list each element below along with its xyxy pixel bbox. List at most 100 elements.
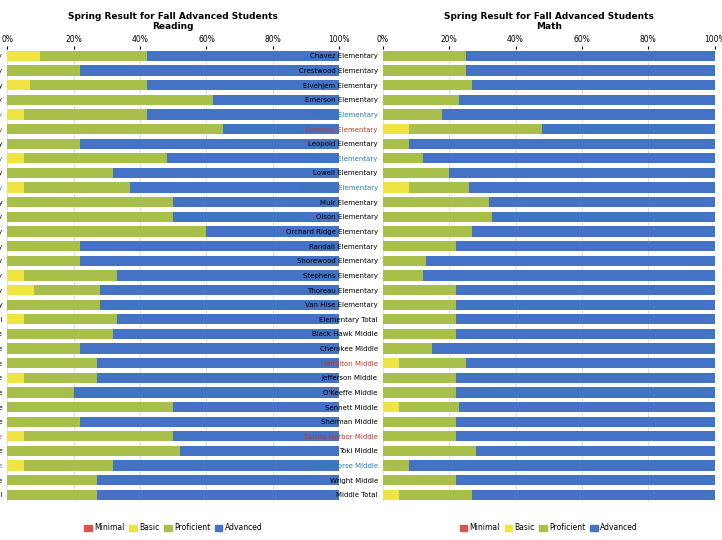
Bar bbox=[409, 124, 542, 134]
Bar bbox=[7, 94, 213, 105]
Bar bbox=[147, 51, 339, 61]
Bar bbox=[7, 314, 24, 325]
Bar bbox=[422, 271, 715, 280]
Bar bbox=[80, 416, 339, 427]
Bar bbox=[443, 109, 715, 119]
Bar bbox=[383, 387, 456, 397]
Bar bbox=[383, 109, 443, 119]
Bar bbox=[7, 197, 173, 207]
Bar bbox=[7, 416, 80, 427]
Bar bbox=[74, 387, 339, 397]
Bar bbox=[100, 300, 339, 310]
Bar bbox=[7, 168, 113, 178]
Bar bbox=[383, 314, 456, 325]
Bar bbox=[399, 490, 472, 500]
Bar bbox=[113, 461, 339, 471]
Bar bbox=[459, 94, 715, 105]
Bar bbox=[40, 51, 147, 61]
Bar bbox=[7, 65, 80, 76]
Bar bbox=[113, 329, 339, 339]
Bar bbox=[456, 285, 715, 295]
Bar bbox=[383, 94, 459, 105]
Bar bbox=[466, 51, 715, 61]
Bar bbox=[7, 300, 100, 310]
Bar bbox=[7, 212, 173, 222]
Bar bbox=[492, 212, 715, 222]
Bar bbox=[7, 226, 206, 237]
Bar bbox=[383, 124, 409, 134]
Bar bbox=[130, 183, 339, 193]
Bar bbox=[97, 490, 339, 500]
Bar bbox=[383, 168, 449, 178]
Bar bbox=[383, 241, 456, 251]
Bar bbox=[7, 241, 80, 251]
Bar bbox=[100, 285, 339, 295]
Bar bbox=[476, 446, 715, 456]
Bar bbox=[173, 197, 339, 207]
Bar bbox=[7, 153, 24, 164]
Bar bbox=[147, 109, 339, 119]
Bar bbox=[173, 402, 339, 412]
Bar bbox=[223, 124, 339, 134]
Bar bbox=[7, 431, 24, 442]
Bar bbox=[24, 109, 147, 119]
Bar bbox=[7, 358, 97, 368]
Bar bbox=[383, 153, 422, 164]
Bar bbox=[383, 343, 432, 354]
Bar bbox=[24, 461, 113, 471]
Bar bbox=[383, 446, 476, 456]
Bar bbox=[213, 94, 339, 105]
Title: Spring Result for Fall Advanced Students
Math: Spring Result for Fall Advanced Students… bbox=[444, 12, 653, 31]
Bar bbox=[383, 65, 466, 76]
Bar bbox=[7, 255, 80, 266]
Bar bbox=[456, 431, 715, 442]
Bar bbox=[7, 109, 24, 119]
Bar bbox=[472, 80, 715, 90]
Bar bbox=[24, 431, 173, 442]
Bar bbox=[456, 475, 715, 485]
Bar bbox=[456, 373, 715, 383]
Bar bbox=[80, 139, 339, 149]
Bar bbox=[7, 139, 80, 149]
Bar bbox=[7, 475, 97, 485]
Bar bbox=[7, 461, 24, 471]
Bar bbox=[97, 475, 339, 485]
Bar bbox=[459, 402, 715, 412]
Bar bbox=[24, 314, 117, 325]
Bar bbox=[383, 402, 399, 412]
Bar bbox=[399, 402, 459, 412]
Bar bbox=[7, 285, 34, 295]
Bar bbox=[383, 300, 456, 310]
Bar bbox=[7, 387, 74, 397]
Bar bbox=[80, 343, 339, 354]
Bar bbox=[167, 153, 339, 164]
Bar bbox=[489, 197, 715, 207]
Bar bbox=[472, 226, 715, 237]
Bar bbox=[449, 168, 715, 178]
Bar bbox=[173, 212, 339, 222]
Bar bbox=[456, 314, 715, 325]
Bar bbox=[7, 183, 24, 193]
Bar bbox=[383, 183, 409, 193]
Bar bbox=[383, 212, 492, 222]
Bar bbox=[180, 446, 339, 456]
Bar bbox=[383, 373, 456, 383]
Bar bbox=[7, 51, 40, 61]
Bar bbox=[383, 80, 472, 90]
Bar bbox=[432, 343, 715, 354]
Bar bbox=[383, 226, 472, 237]
Bar bbox=[383, 271, 422, 280]
Bar bbox=[7, 343, 80, 354]
Bar bbox=[7, 124, 223, 134]
Bar bbox=[383, 431, 456, 442]
Bar bbox=[383, 329, 456, 339]
Bar bbox=[422, 153, 715, 164]
Bar bbox=[383, 139, 409, 149]
Bar bbox=[24, 153, 167, 164]
Bar bbox=[409, 461, 715, 471]
Bar bbox=[383, 461, 409, 471]
Bar bbox=[409, 139, 715, 149]
Bar bbox=[456, 329, 715, 339]
Bar bbox=[117, 271, 339, 280]
Title: Spring Result for Fall Advanced Students
Reading: Spring Result for Fall Advanced Students… bbox=[69, 12, 278, 31]
